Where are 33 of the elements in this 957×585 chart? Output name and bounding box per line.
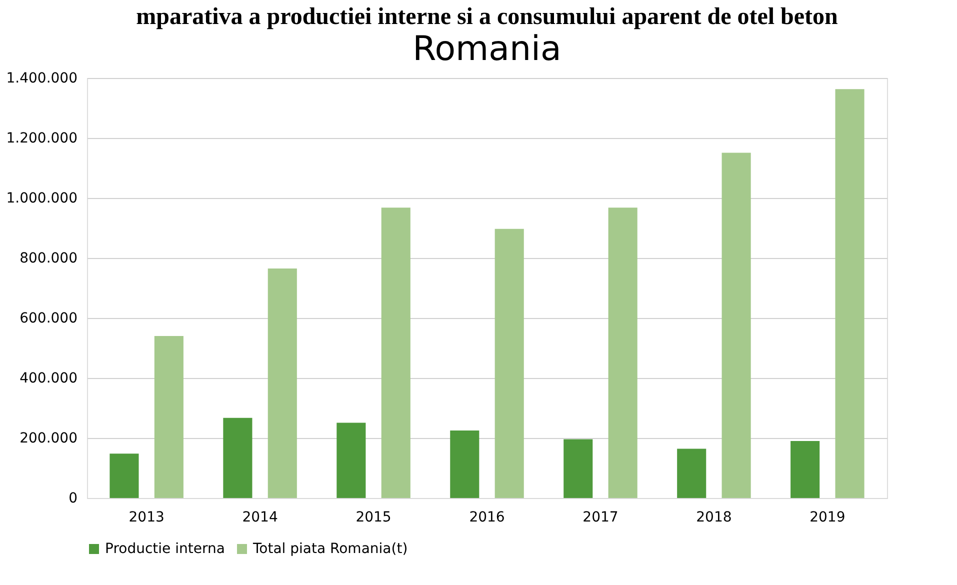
bar	[835, 89, 864, 498]
y-tick-label: 200.000	[20, 430, 78, 446]
x-tick-label: 2019	[810, 510, 846, 526]
y-tick-label: 400.000	[20, 370, 78, 386]
chart-subtitle: Romania	[412, 29, 562, 69]
bar	[564, 439, 593, 498]
bar	[154, 336, 184, 498]
legend-label: Productie interna	[105, 541, 225, 557]
bar	[494, 228, 524, 498]
chart-title: mparativa a productiei interne si a consumului aparent de otel beton	[136, 4, 838, 30]
bar	[450, 430, 480, 498]
bar	[336, 422, 366, 498]
bar	[677, 448, 706, 498]
x-tick-label: 2015	[356, 510, 392, 526]
y-tick-label: 0	[68, 490, 78, 506]
bar	[223, 418, 252, 498]
y-tick-label: 1.400.000	[6, 70, 78, 86]
y-tick-label: 1.000.000	[6, 190, 78, 206]
bar	[608, 208, 638, 498]
bar	[722, 152, 751, 498]
x-tick-label: 2014	[242, 510, 278, 526]
x-tick-label: 2017	[582, 510, 618, 526]
bar	[381, 208, 410, 498]
y-tick-label: 600.000	[20, 310, 78, 326]
x-tick-label: 2016	[469, 510, 505, 526]
bar	[268, 268, 297, 498]
y-tick-label: 800.000	[20, 250, 78, 266]
legend-label: Total piata Romania(t)	[252, 541, 408, 557]
x-tick-label: 2018	[696, 510, 732, 526]
x-tick-label: 2013	[128, 510, 164, 526]
y-tick-label: 1.200.000	[6, 130, 78, 146]
bar	[110, 454, 139, 498]
bar	[790, 441, 820, 498]
